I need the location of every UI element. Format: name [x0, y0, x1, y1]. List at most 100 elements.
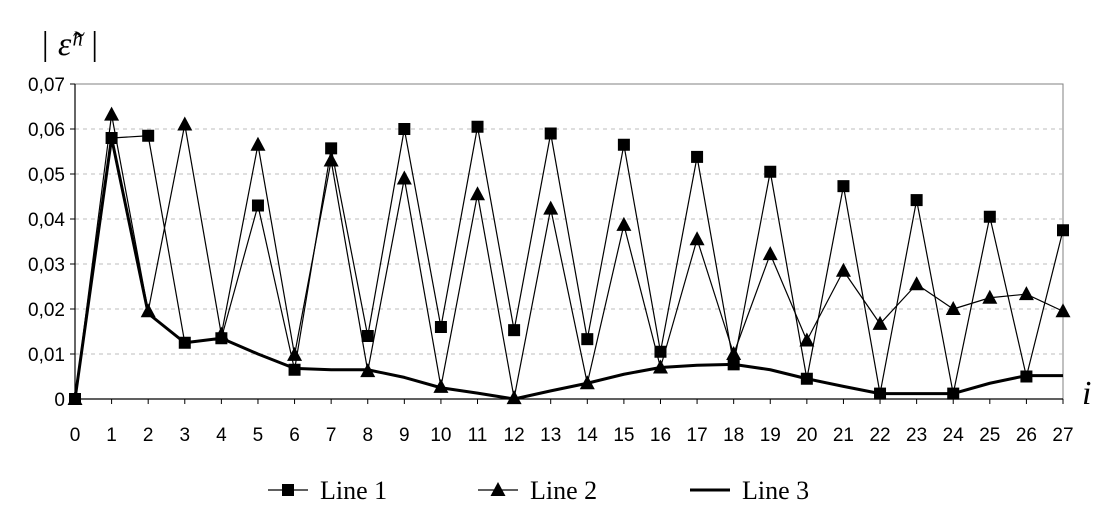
square-marker — [361, 330, 374, 342]
x-tick-label: 9 — [399, 425, 410, 446]
square-marker — [837, 180, 850, 193]
square-marker — [471, 120, 484, 133]
y-axis-title: | ε̃ʰ | — [40, 26, 99, 63]
triangle-marker — [762, 246, 778, 261]
square-marker — [69, 393, 81, 405]
triangle-marker — [396, 170, 412, 185]
x-tick-label: 6 — [289, 425, 300, 446]
square-marker — [142, 129, 155, 142]
triangle-marker — [323, 152, 339, 167]
square-marker — [288, 363, 301, 376]
x-tick-label: 14 — [577, 425, 599, 446]
x-tick-label: 1 — [106, 425, 117, 446]
x-tick-label: 23 — [906, 425, 927, 446]
series-line — [74, 113, 1064, 400]
square-marker — [105, 132, 118, 144]
x-tick-label: 4 — [216, 425, 227, 446]
series-line — [73, 136, 1063, 401]
square-marker — [727, 358, 740, 371]
y-tick-label: 0,07 — [28, 75, 65, 96]
x-tick-label: 11 — [468, 425, 488, 446]
legend-label: Line 2 — [530, 476, 597, 505]
x-tick-label: 27 — [1052, 425, 1073, 446]
y-tick-label: 0,04 — [28, 210, 65, 231]
x-tick-label: 13 — [540, 425, 561, 446]
triangle-marker — [543, 200, 559, 215]
square-marker — [874, 387, 887, 400]
triangle-marker — [360, 363, 376, 378]
y-tick-label: 0,03 — [28, 255, 65, 276]
triangle-marker — [909, 276, 925, 291]
triangle-marker — [506, 390, 522, 405]
triangle-marker — [726, 346, 742, 360]
square-marker — [983, 210, 996, 223]
series-line — [74, 126, 1064, 400]
triangle-marker — [140, 303, 156, 318]
x-tick-label: 17 — [687, 425, 708, 446]
x-tick-label: 20 — [796, 425, 817, 446]
legend-label: Line 3 — [742, 476, 809, 505]
square-marker — [215, 332, 228, 345]
y-tick-label: 0 — [54, 390, 65, 411]
triangle-marker — [689, 231, 705, 246]
y-tick-label: 0,06 — [28, 120, 65, 141]
square-marker — [251, 199, 264, 212]
x-tick-label: 16 — [650, 425, 671, 446]
square-marker — [654, 345, 667, 358]
square-marker — [544, 127, 557, 140]
x-tick-label: 18 — [723, 425, 744, 446]
square-marker — [398, 123, 411, 135]
x-tick-label: 26 — [1016, 425, 1037, 446]
triangle-marker — [652, 359, 668, 374]
square-marker — [1020, 370, 1033, 383]
triangle-marker — [799, 332, 815, 347]
legend: Line 1 Line 2 Line 3 — [268, 476, 809, 505]
square-marker — [617, 138, 630, 151]
x-tick-label: 22 — [869, 425, 890, 446]
legend-item: Line 2 — [478, 476, 597, 505]
triangle-marker — [835, 262, 851, 277]
x-axis-label: i — [1082, 375, 1091, 412]
x-tick-label: 24 — [943, 425, 965, 446]
legend-item: Line 1 — [268, 476, 387, 505]
x-tick-label: 25 — [979, 425, 1000, 446]
x-tick-label: 5 — [253, 425, 264, 446]
x-tick-label: 12 — [504, 425, 525, 446]
x-tick-label: 3 — [179, 425, 190, 446]
triangle-marker — [104, 106, 120, 121]
y-tick-label: 0,02 — [28, 300, 65, 321]
plot-area — [74, 83, 1064, 400]
triangle-marker — [1018, 286, 1034, 301]
square-marker — [1057, 224, 1069, 237]
square-marker — [910, 194, 923, 207]
legend-marker — [490, 482, 506, 496]
square-marker — [800, 372, 813, 385]
x-tick-label: 19 — [760, 425, 781, 446]
legend-label: Line 1 — [320, 476, 387, 505]
square-marker — [434, 321, 447, 333]
y-tick-label: 0,05 — [28, 165, 65, 186]
series-3 — [73, 136, 1063, 401]
legend-marker — [282, 484, 294, 496]
square-marker — [178, 336, 191, 349]
square-marker — [947, 387, 960, 400]
triangle-marker — [982, 289, 998, 304]
square-marker — [508, 324, 521, 337]
x-tick-label: 7 — [326, 425, 337, 446]
series-1 — [69, 120, 1069, 405]
triangle-marker — [1055, 303, 1071, 318]
triangle-marker — [872, 315, 888, 330]
triangle-marker — [945, 301, 961, 315]
triangle-marker — [616, 216, 632, 231]
square-marker — [581, 333, 594, 346]
triangle-marker — [433, 378, 449, 393]
x-tick-label: 21 — [833, 425, 854, 446]
square-marker — [691, 150, 704, 163]
x-tick-label: 15 — [613, 425, 634, 446]
x-tick-label: 0 — [70, 425, 81, 446]
triangle-marker — [470, 186, 486, 201]
legend-item: Line 3 — [690, 476, 809, 505]
x-tick-label: 10 — [430, 425, 451, 446]
triangle-marker — [579, 375, 595, 390]
